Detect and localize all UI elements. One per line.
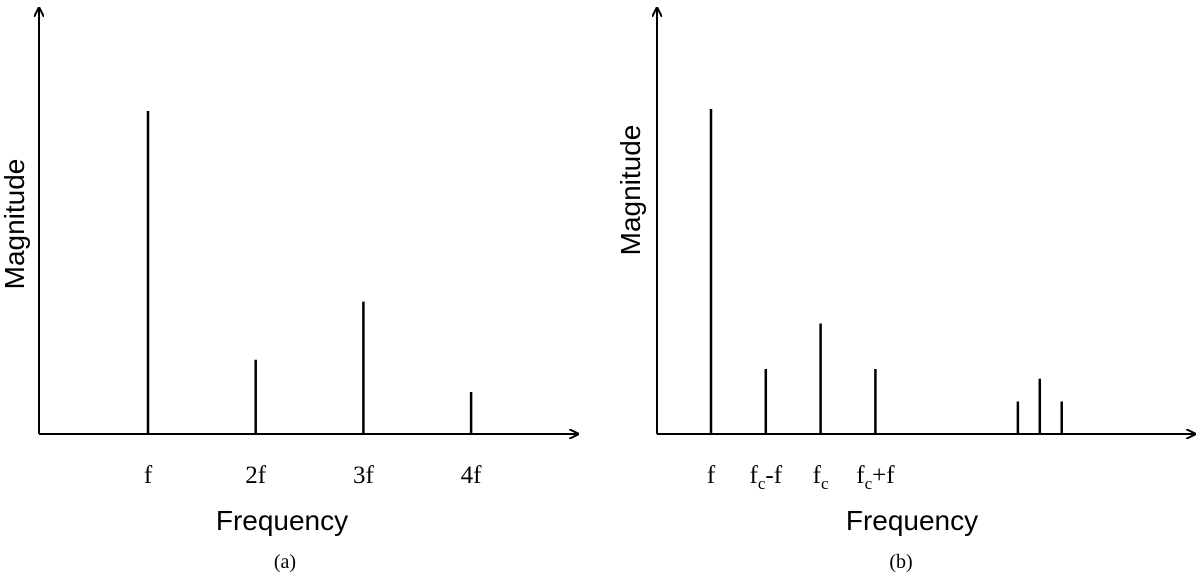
y-axis-label: Magnitude — [615, 125, 646, 256]
tick-labels: f fc-f fc fc+f — [707, 462, 895, 493]
tick-label: 2f — [245, 462, 267, 489]
panel-b: f fc-f fc fc+f Magnitude Frequency (b) — [615, 8, 1195, 573]
panel-caption: (a) — [274, 551, 296, 573]
tick-label: fc-f — [750, 462, 783, 493]
panel-caption: (b) — [889, 551, 912, 573]
tick-labels: f 2f 3f 4f — [144, 462, 482, 489]
tick-label: 3f — [353, 462, 375, 489]
tick-label: fc+f — [856, 462, 895, 493]
panel-a: f 2f 3f 4f Magnitude Frequency (a) — [0, 8, 578, 573]
tick-label: f — [707, 462, 716, 489]
spectral-lines — [709, 109, 1063, 434]
tick-label: fc — [813, 462, 829, 493]
tick-label: 4f — [461, 462, 483, 489]
x-axis-label: Frequency — [846, 505, 978, 536]
x-axis-label: Frequency — [216, 505, 348, 536]
spectral-lines — [146, 111, 473, 434]
tick-label: f — [144, 462, 153, 489]
y-axis-label: Magnitude — [0, 159, 30, 290]
